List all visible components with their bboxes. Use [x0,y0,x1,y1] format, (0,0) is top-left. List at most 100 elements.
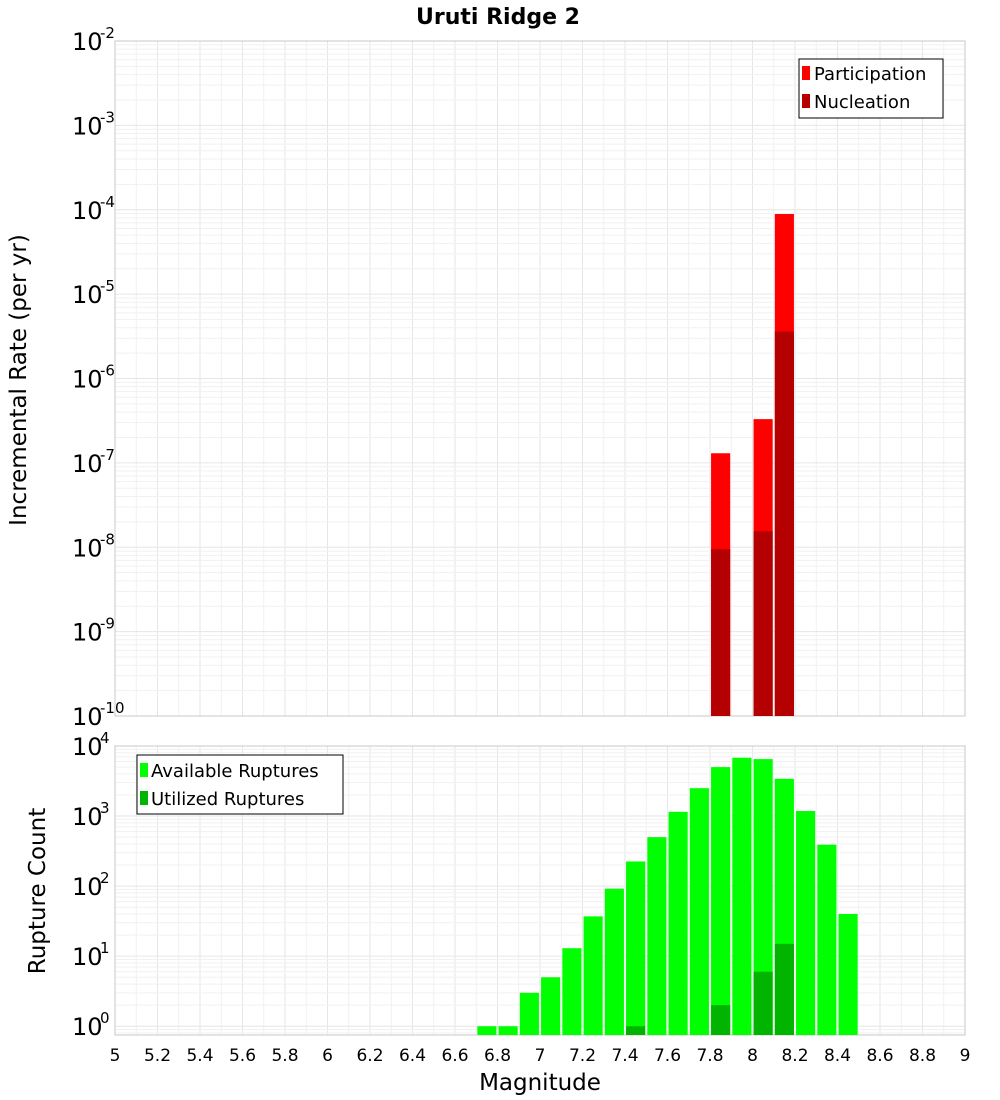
rate-ytick: 10-3 [72,108,115,140]
x-tick-label: 8.6 [866,1046,893,1066]
rate-ytick-exponent: -7 [100,446,115,464]
count-bar-available-ruptures [562,948,582,1035]
count-ytick: 103 [72,799,110,831]
legend-label-utilized: Utilized Ruptures [151,789,304,810]
count-bar-available-ruptures [817,844,837,1035]
rate-ytick-base: 10 [72,619,103,647]
count-ytick-base: 10 [72,803,103,831]
count-ytick-base: 10 [72,733,103,761]
legend-label-available: Available Ruptures [151,761,319,782]
rate-ytick-base: 10 [72,112,103,140]
count-bar-available-ruptures [838,914,858,1035]
count-bar-available-ruptures [541,977,561,1035]
rate-ytick-exponent: -6 [100,362,115,380]
count-ytick-base: 10 [72,873,103,901]
rate-y-axis-label: Incremental Rate (per yr) [6,234,32,526]
rate-ytick: 10-4 [72,193,115,225]
count-ytick-exponent: 2 [100,869,110,887]
count-bar-available-ruptures [796,811,816,1035]
x-tick-label: 9 [960,1046,971,1066]
rate-bar-nucleation [774,331,794,716]
x-tick-label: 6.2 [356,1046,383,1066]
rate-ytick-exponent: -8 [100,530,115,548]
count-ytick: 104 [72,729,110,761]
x-tick-label: 8 [747,1046,758,1066]
x-tick-label: 5.6 [229,1046,256,1066]
rate-legend-box [798,58,944,119]
count-plot-frame [114,745,966,1036]
count-ytick-exponent: 0 [100,1009,110,1027]
rate-ytick-base: 10 [72,366,103,394]
x-tick-label: 7.8 [696,1046,723,1066]
count-bar-utilized-ruptures [626,1026,646,1035]
chart-title: Uruti Ridge 2 [416,5,580,30]
rate-ytick-exponent: -10 [100,699,125,717]
rate-ytick: 10-8 [72,530,115,562]
count-bar-available-ruptures [732,757,752,1035]
count-ytick-base: 10 [72,1013,103,1041]
x-tick-label: 6.8 [484,1046,511,1066]
x-tick-label: 7 [535,1046,546,1066]
rate-ytick-base: 10 [72,450,103,478]
count-ytick-exponent: 3 [100,799,110,817]
rate-ytick: 10-6 [72,362,115,394]
count-bar-available-ruptures [668,811,688,1035]
rate-ytick-base: 10 [72,703,103,731]
count-ytick-exponent: 4 [100,729,110,747]
count-ytick: 101 [72,939,110,971]
count-bar-available-ruptures [604,888,624,1035]
count-bar-available-ruptures [519,992,539,1035]
rate-ytick-exponent: -4 [100,193,115,211]
rate-ytick-exponent: -9 [100,615,115,633]
x-tick-label: 6.4 [399,1046,426,1066]
legend-swatch-utilized [140,791,148,805]
rate-ytick-exponent: -3 [100,108,115,126]
count-legend-box [136,754,344,815]
legend-swatch-nucleation [802,94,810,108]
count-bar-utilized-ruptures [711,1005,731,1035]
count-bar-available-ruptures [711,767,731,1035]
count-bar-available-ruptures [498,1026,518,1035]
x-tick-label: 8.2 [781,1046,808,1066]
count-bar-utilized-ruptures [774,943,794,1035]
count-ytick: 100 [72,1009,110,1041]
x-tick-label: 6.6 [441,1046,468,1066]
count-bar-available-ruptures [626,861,646,1035]
rate-ytick-base: 10 [72,197,103,225]
rate-ytick-base: 10 [72,28,103,56]
x-tick-label: 7.2 [569,1046,596,1066]
count-bar-utilized-ruptures [753,971,773,1035]
count-bar-available-ruptures [753,759,773,1035]
legend-label-participation: Participation [814,64,926,85]
x-tick-label: 7.6 [654,1046,681,1066]
rate-legend: Participation Nucleation [798,58,944,119]
count-bar-available-ruptures [689,788,709,1035]
legend-swatch-participation [802,66,810,80]
rate-ytick-exponent: -5 [100,277,115,295]
x-tick-label: 8.8 [909,1046,936,1066]
count-bar-available-ruptures [477,1026,497,1035]
rate-ytick: 10-2 [72,24,115,56]
legend-swatch-available [140,763,148,777]
x-tick-label: 5.4 [186,1046,213,1066]
x-tick-label: 5.2 [144,1046,171,1066]
x-tick-label: 5.8 [271,1046,298,1066]
rate-bar-nucleation [753,531,773,716]
rate-ytick: 10-10 [72,699,125,731]
count-ytick-exponent: 1 [100,939,110,957]
rate-ytick: 10-7 [72,446,115,478]
count-ytick-base: 10 [72,943,103,971]
rate-ytick-base: 10 [72,534,103,562]
rate-bar-nucleation [711,549,731,716]
count-y-axis-label: Rupture Count [25,808,51,974]
rate-ytick-base: 10 [72,281,103,309]
count-bar-available-ruptures [647,837,667,1035]
rate-plot-frame [114,40,966,717]
rate-ytick: 10-9 [72,615,115,647]
x-tick-label: 5 [110,1046,121,1066]
x-tick-label: 7.4 [611,1046,638,1066]
legend-label-nucleation: Nucleation [814,92,910,113]
x-tick-label: 6 [322,1046,333,1066]
